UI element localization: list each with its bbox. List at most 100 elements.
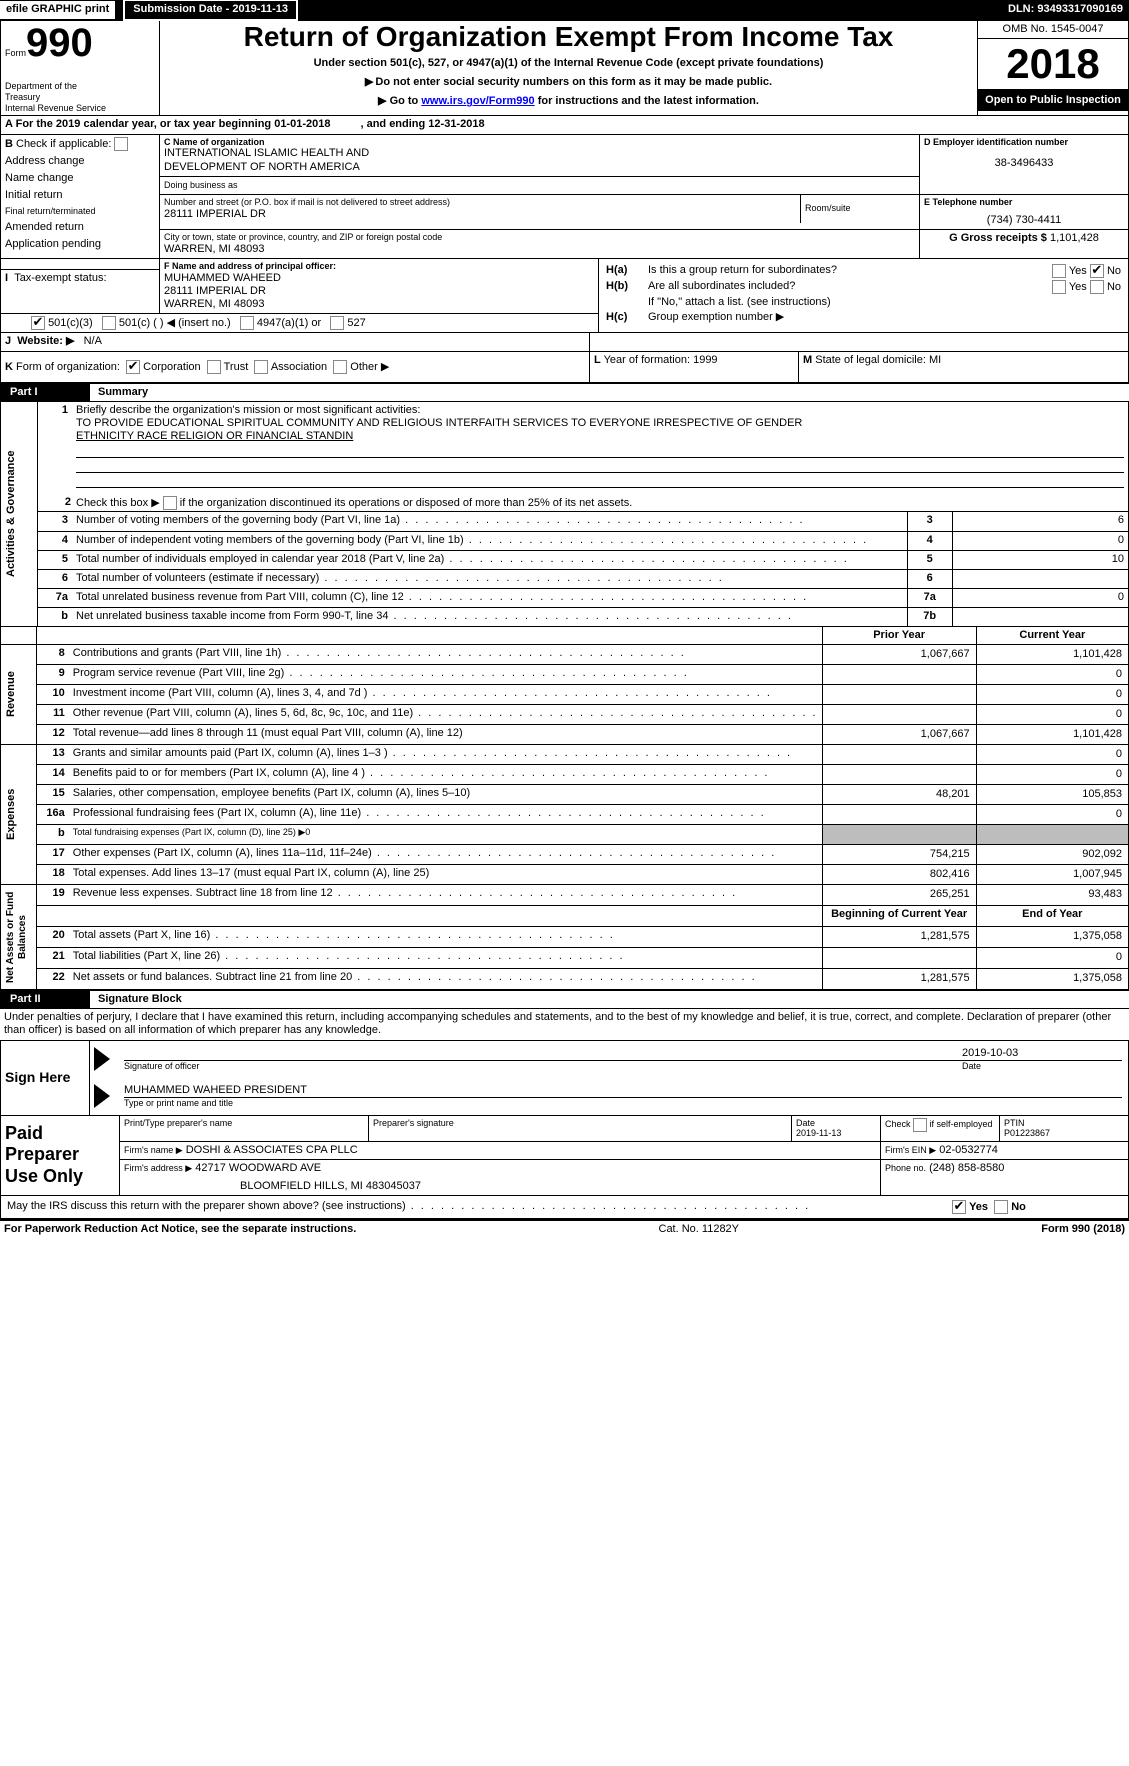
entity-block: B Check if applicable: Address change Na… [0, 135, 1129, 259]
q7b: Net unrelated business taxable income fr… [76, 610, 388, 622]
hb-yes-chk[interactable] [1052, 280, 1066, 294]
note1: Do not enter social security numbers on … [365, 76, 772, 88]
sig-officer-label: Signature of officer [124, 1061, 962, 1072]
g-label: G Gross receipts $ [949, 232, 1047, 244]
ha-yes-chk[interactable] [1052, 264, 1066, 278]
d-label: D Employer identification number [924, 137, 1124, 148]
chk-4947[interactable] [240, 316, 254, 330]
hdr-end: End of Year [976, 906, 1128, 927]
i-text: Tax-exempt status: [14, 272, 106, 284]
hdr-curr: Current Year [976, 627, 1128, 645]
chk-applicable[interactable] [114, 137, 128, 151]
l-label: L [594, 354, 601, 366]
city-label: City or town, state or province, country… [164, 232, 915, 243]
chk-corp[interactable] [126, 360, 140, 374]
q3: Number of voting members of the governin… [76, 514, 400, 526]
dept3: Internal Revenue Service [5, 103, 155, 114]
chk-501c3[interactable] [31, 316, 45, 330]
ha-label: H(a) [605, 263, 647, 279]
name-label: Type or print name and title [124, 1098, 1122, 1109]
ein: 38-3496433 [924, 157, 1124, 170]
dept2: Treasury [5, 92, 155, 103]
financial-grid: Prior Year Current Year Revenue 8Contrib… [0, 627, 1129, 990]
firm-ein: 02-0532774 [939, 1144, 998, 1156]
mission1: TO PROVIDE EDUCATIONAL SPIRITUAL COMMUNI… [76, 417, 802, 429]
officer-name: MUHAMMED WAHEED [164, 272, 594, 285]
j-label: J [5, 335, 11, 347]
chk-trust[interactable] [207, 360, 221, 374]
ha-no-chk[interactable] [1090, 264, 1104, 278]
greycell2 [976, 825, 1128, 845]
org-name-1: INTERNATIONAL ISLAMIC HEALTH AND [164, 147, 915, 160]
omb: OMB No. 1545-0047 [978, 21, 1128, 39]
city: WARREN, MI 48093 [164, 243, 915, 256]
ha-text: Is this a group return for subordinates? [648, 264, 837, 276]
note2-post: for instructions and the latest informat… [535, 95, 759, 107]
hdr-prior: Prior Year [822, 627, 976, 645]
hb-text: Are all subordinates included? [648, 280, 795, 292]
submission-box: Submission Date - 2019-11-13 [123, 0, 298, 21]
note2-pre: Go to [390, 95, 422, 107]
addr-label: Number and street (or P.O. box if mail i… [164, 197, 796, 208]
ans4: 0 [952, 531, 1128, 550]
chk-501c[interactable] [102, 316, 116, 330]
discuss-row: May the IRS discuss this return with the… [0, 1196, 1129, 1219]
footer: For Paperwork Reduction Act Notice, see … [0, 1219, 1129, 1238]
b-item-2: Initial return [5, 189, 155, 202]
chk-other[interactable] [333, 360, 347, 374]
e-label: E Telephone number [924, 197, 1124, 208]
ptin: P01223867 [1004, 1128, 1050, 1138]
r8p: 1,067,667 [822, 645, 976, 665]
subtitle: Under section 501(c), 527, or 4947(a)(1)… [164, 57, 973, 70]
c-label: C Name of organization [164, 137, 915, 148]
firm-phone: (248) 858-8580 [929, 1162, 1004, 1174]
submission-date: 2019-11-13 [232, 3, 288, 15]
chk-527[interactable] [330, 316, 344, 330]
domicile: MI [929, 354, 941, 366]
header-bar: efile GRAPHIC print Submission Date - 20… [0, 0, 1129, 20]
i-label: I [5, 272, 8, 284]
line-a: A For the 2019 calendar year, or tax yea… [0, 116, 1129, 134]
perjury: Under penalties of perjury, I declare th… [0, 1009, 1129, 1039]
greycell1 [822, 825, 976, 845]
side-na: Net Assets or Fund Balances [5, 887, 29, 987]
phone-label: Phone no. [885, 1163, 926, 1173]
b-item-0: Address change [5, 155, 155, 168]
form-number: 990 [26, 21, 93, 65]
chk-discontinued[interactable] [163, 496, 177, 510]
sign-block: Sign Here 2019-10-03 Signature of office… [0, 1040, 1129, 1116]
main-title: Return of Organization Exempt From Incom… [164, 23, 973, 51]
mission2: ETHNICITY RACE RELIGION OR FINANCIAL STA… [76, 430, 353, 442]
dept1: Department of the [5, 81, 155, 92]
discuss-no-chk[interactable] [994, 1200, 1008, 1214]
sign-date: 2019-10-03 [962, 1047, 1122, 1060]
side-exp: Expenses [5, 747, 18, 882]
hb-no-chk[interactable] [1090, 280, 1104, 294]
side-rev: Revenue [5, 647, 18, 742]
firm-addr-label: Firm's address ▶ [124, 1163, 192, 1173]
firm-name: DOSHI & ASSOCIATES CPA PLLC [186, 1144, 358, 1156]
dln: DLN: 93493317090169 [1008, 3, 1129, 16]
gross-receipts: 1,101,428 [1050, 232, 1099, 244]
hc-text: Group exemption number ▶ [647, 310, 1122, 325]
form-prefix: Form [5, 48, 26, 58]
ans3: 6 [952, 512, 1128, 531]
efile-label: efile GRAPHIC print [0, 1, 115, 18]
part2-label: Part II [0, 991, 90, 1009]
j-block: J Website: ▶ N/A [0, 333, 1129, 351]
discuss-text: May the IRS discuss this return with the… [7, 1200, 406, 1212]
pp-h2: Preparer's signature [369, 1116, 792, 1142]
paid-title: Paid Preparer Use Only [1, 1116, 120, 1196]
j-text: Website: ▶ [17, 335, 74, 347]
r8n: 8 [36, 645, 68, 665]
b-item-1: Name change [5, 172, 155, 185]
chk-assoc[interactable] [254, 360, 268, 374]
hdr-beg: Beginning of Current Year [822, 906, 976, 927]
irs-link[interactable]: www.irs.gov/Form990 [421, 95, 534, 107]
chk-selfemp[interactable] [913, 1118, 927, 1132]
sign-here: Sign Here [1, 1040, 90, 1115]
discuss-yes-chk[interactable] [952, 1200, 966, 1214]
firm-addr2: BLOOMFIELD HILLS, MI 483045037 [240, 1180, 421, 1192]
q6: Total number of volunteers (estimate if … [76, 572, 319, 584]
org-name-2: DEVELOPMENT OF NORTH AMERICA [164, 161, 915, 174]
